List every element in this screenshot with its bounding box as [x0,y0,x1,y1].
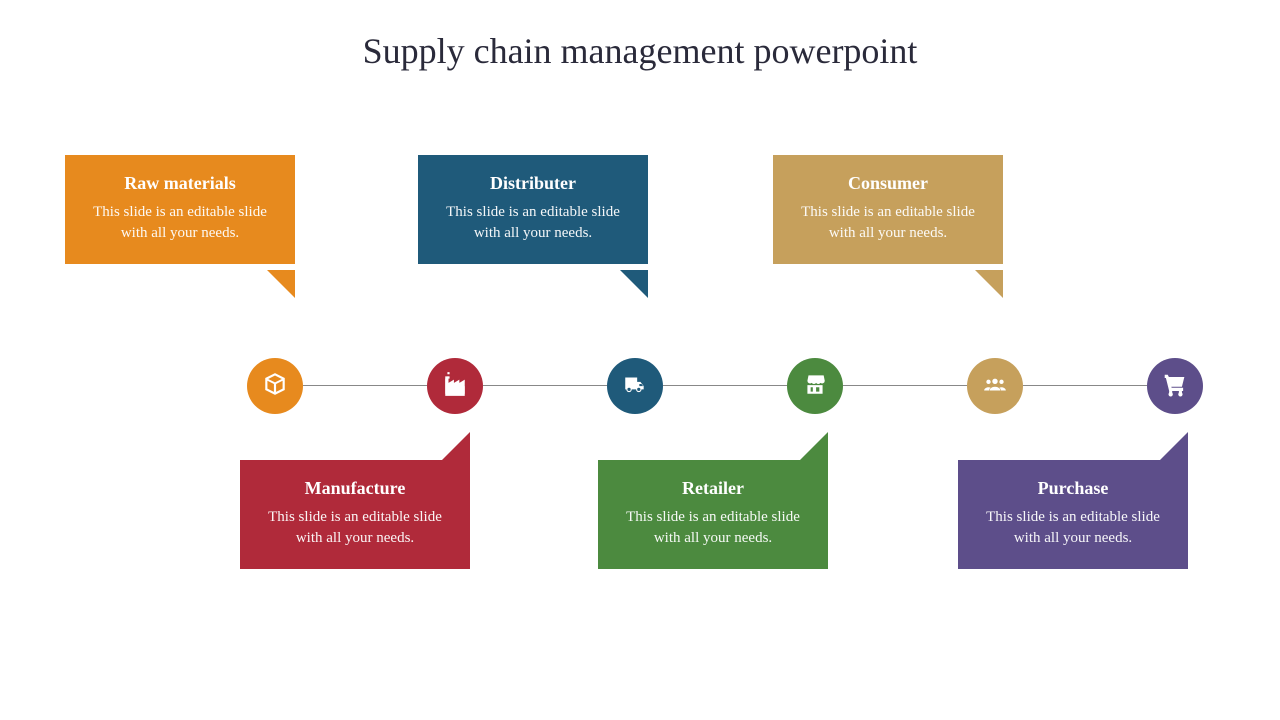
callout-retailer: Retailer This slide is an editable slide… [598,460,828,569]
callout-tail [800,432,828,460]
timeline-segment [843,385,967,386]
node-distributer [607,358,663,414]
timeline-segment [303,385,427,386]
node-purchase [1147,358,1203,414]
callout-tail [620,270,648,298]
cart-icon [1162,371,1188,402]
timeline-segment [663,385,787,386]
callout-desc: This slide is an editable slide with all… [434,202,632,244]
callout-tail [1160,432,1188,460]
callout-distributer: Distributer This slide is an editable sl… [418,155,648,264]
store-icon [802,371,828,402]
callout-tail [442,432,470,460]
callout-manufacture: Manufacture This slide is an editable sl… [240,460,470,569]
callout-label: Distributer [434,173,632,194]
node-manufacture [427,358,483,414]
callout-tail [267,270,295,298]
slide-title: Supply chain management powerpoint [0,30,1280,72]
node-raw-materials [247,358,303,414]
callout-desc: This slide is an editable slide with all… [256,507,454,549]
callout-desc: This slide is an editable slide with all… [974,507,1172,549]
callout-label: Manufacture [256,478,454,499]
callout-label: Consumer [789,173,987,194]
callout-tail [975,270,1003,298]
node-consumer [967,358,1023,414]
callout-desc: This slide is an editable slide with all… [614,507,812,549]
callout-desc: This slide is an editable slide with all… [81,202,279,244]
timeline-segment [1023,385,1147,386]
callout-label: Purchase [974,478,1172,499]
people-icon [982,371,1008,402]
callout-desc: This slide is an editable slide with all… [789,202,987,244]
node-retailer [787,358,843,414]
factory-icon [442,371,468,402]
box-icon [262,371,288,402]
callout-consumer: Consumer This slide is an editable slide… [773,155,1003,264]
callout-label: Raw materials [81,173,279,194]
timeline-segment [483,385,607,386]
callout-raw-materials: Raw materials This slide is an editable … [65,155,295,264]
callout-purchase: Purchase This slide is an editable slide… [958,460,1188,569]
callout-label: Retailer [614,478,812,499]
truck-icon [622,371,648,402]
